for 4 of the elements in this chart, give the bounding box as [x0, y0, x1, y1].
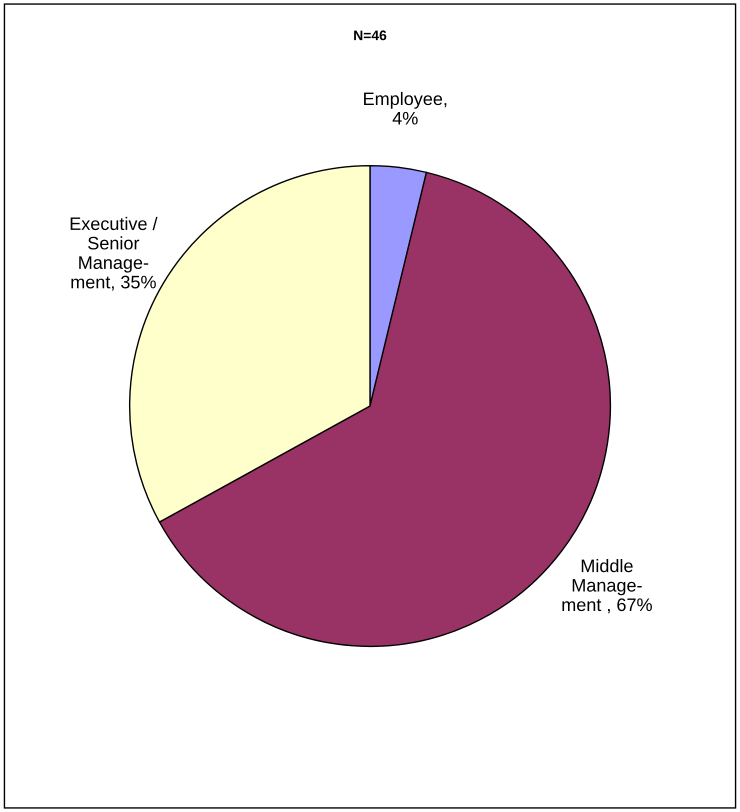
slice-label: Employee, 4% — [364, 92, 446, 125]
slice-label: Executive / Senior Manage- ment, 35% — [70, 216, 158, 291]
chart-title: N=46 — [354, 30, 386, 40]
slice-label: Middle Manage- ment , 67% — [562, 558, 652, 614]
